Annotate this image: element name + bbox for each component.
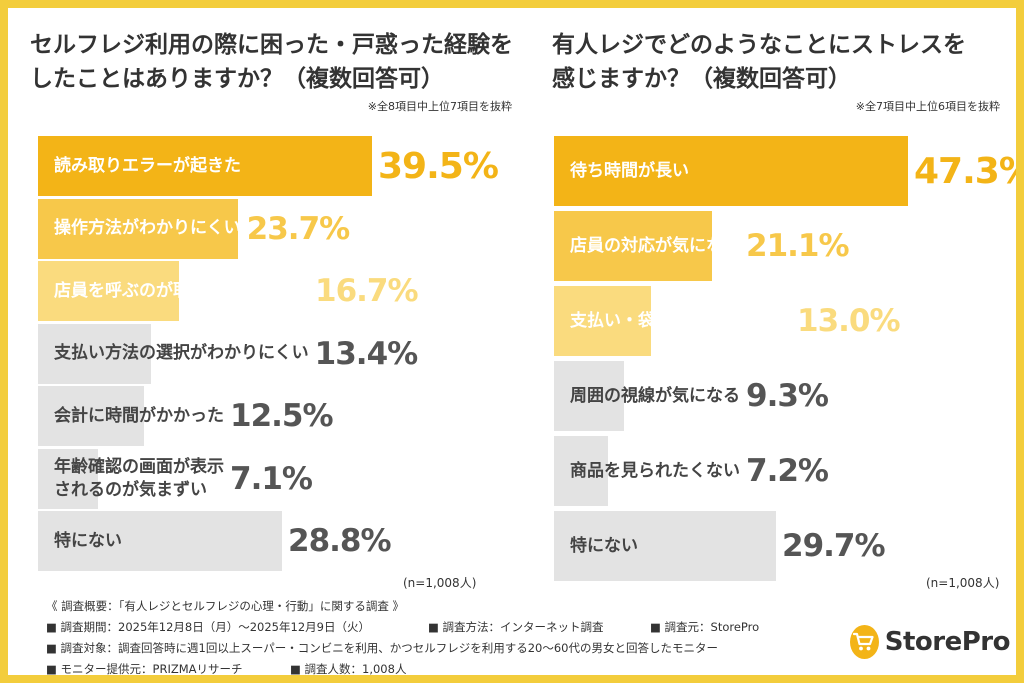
bar-label-line: 読み取りエラーが起きた [54,155,241,176]
bar-label-text-2: 店員の対応が気になる [570,235,740,258]
bar-1 [554,136,908,206]
bar-value-3: 16.7% [315,273,419,309]
bar-3 [38,261,179,321]
bar-label-text-1: 待ち時間が長い [570,160,689,183]
bar-value-2: 23.7% [246,210,351,247]
bar-4 [38,323,151,384]
bar-label-6: 年齢確認の画面が表示 されるのが気まずい [54,449,224,509]
bar-value-1: 39.5% [378,145,499,187]
bar-3 [554,286,651,356]
bar-label-text-4: 支払い方法の選択がわかりにくい [54,342,309,365]
bar-5 [554,436,608,506]
bar-label-2: 操作方法がわかりにくい [54,199,241,259]
bar-label-4: 支払い方法の選択がわかりにくい [54,324,309,384]
bar-value-5: 12.5% [230,398,334,434]
bar-2 [554,211,712,281]
left-title-line-2: したことはありますか？（複数回答可） [30,66,444,92]
left-question-title: セルフレジ利用の際に困った・戸惑った経験を したことはありますか？（複数回答可） [30,28,513,96]
survey-period: ■ 調査期間：2025年12月8日（月）～2025年12月9日（火） [46,620,370,634]
bar-label-text-3: 支払い・袋詰めを急かされる [570,310,791,333]
bar-label-line: 年齢確認の画面が表示 [54,456,224,477]
bar-6 [38,448,98,509]
bar-label-text-5: 会計に時間がかかった [54,405,224,428]
shopping-cart-icon [850,625,879,659]
right-note: ※全7項目中上位6項目を抜粋 [855,100,1000,113]
right-bar-chart: 待ち時間が長い 47.3% 店員の対応が気になる 21.1% 支払い・袋詰めを急かされる… [528,8,1016,608]
left-bar-chart: 読み取りエラーが起きた 39.5% 操作方法がわかりにくい 23.7% 店員を呼ぶのが恥… [8,8,528,608]
bar-value-4: 13.4% [314,335,419,372]
bar-label-text-6: 特にない [570,535,638,558]
bar-label-2: 店員の対応が気になる [570,211,740,281]
bar-label-line: されるのが気まずい [54,479,207,500]
bar-label-text-2: 操作方法がわかりにくい [54,217,241,240]
bar-label-6: 特にない [570,511,638,581]
right-sample-size: (n=1,008人) [926,576,1000,590]
bar-label-line: 特にない [570,535,638,556]
bar-label-line: 支払い方法の選択がわかりにくい [54,343,309,363]
bar-label-line: 会計に時間がかかった [54,405,224,426]
survey-method: ■ 調査方法：インターネット調査 [428,620,604,634]
bar-label-line: 商品を見られたくない [570,460,740,481]
bar-value-2: 21.1% [746,228,850,264]
logo-text: StorePro [884,627,1011,657]
right-question-title: 有人レジでどのようなことにストレスを 感じますか？（複数回答可） [552,28,966,96]
bar-label-line: 周囲の視線が気になる [570,385,740,406]
bar-label-line: 店員の対応が気になる [570,235,740,256]
bar-label-text-7: 特にない [54,530,122,553]
bar-value-3: 13.0% [797,303,901,339]
bar-value-6: 29.7% [782,528,886,564]
bar-value-1: 47.3% [914,150,1016,192]
bar-label-3: 店員を呼ぶのが恥ずかしい・面倒 [54,261,309,321]
bar-5 [38,386,144,446]
left-sample-size: (n=1,008人) [403,576,477,590]
bar-label-1: 読み取りエラーが起きた [54,136,241,196]
bar-value-4: 9.3% [746,378,829,414]
storepro-logo: StorePro [850,622,1011,662]
bar-6 [554,511,776,581]
survey-count: ■ 調査人数：1,008人 [290,662,407,675]
bar-7 [38,511,282,571]
bar-label-3: 支払い・袋詰めを急かされる [570,286,791,356]
right-title-line-2: 感じますか？（複数回答可） [552,66,851,92]
survey-source: ■ 調査元：StorePro [650,620,760,634]
bar-label-text-6: 年齢確認の画面が表示 されるのが気まずい [54,456,224,502]
infographic: セルフレジ利用の際に困った・戸惑った経験を したことはありますか？（複数回答可）… [8,8,1016,675]
bar-4 [554,361,624,431]
bar-label-1: 待ち時間が長い [570,136,689,206]
survey-target: ■ 調査対象：調査回答時に週1回以上スーパー・コンビニを利用、かつセルフレジを利… [46,641,718,655]
bar-label-line: 支払い・袋詰めを急かされる [570,310,791,331]
bar-value-6: 7.1% [230,460,313,497]
bar-value-7: 28.8% [288,523,392,559]
bar-label-5: 商品を見られたくない [570,436,740,506]
left-title-line-1: セルフレジ利用の際に困った・戸惑った経験を [30,32,513,58]
bar-label-4: 周囲の視線が気になる [570,361,740,431]
bar-label-text-3: 店員を呼ぶのが恥ずかしい・面倒 [54,280,309,303]
bar-1 [38,136,372,196]
bar-label-7: 特にない [54,511,122,571]
survey-heading: 《 調査概要：「有人レジとセルフレジの心理・行動」に関する調査 》 [46,599,405,613]
bar-2 [38,198,238,259]
bar-label-text-4: 周囲の視線が気になる [570,385,740,408]
right-title-line-1: 有人レジでどのようなことにストレスを [552,32,966,58]
bar-label-5: 会計に時間がかかった [54,386,224,446]
bar-label-text-1: 読み取りエラーが起きた [54,155,241,178]
bar-label-line: 特にない [54,530,122,551]
bar-label-line: 店員を呼ぶのが恥ずかしい・面倒 [54,280,309,301]
bar-label-text-5: 商品を見られたくない [570,460,740,483]
bar-label-line: 操作方法がわかりにくい [54,218,241,238]
survey-provider: ■ モニター提供元：PRIZMAリサーチ [46,662,243,675]
left-note: ※全8項目中上位7項目を抜粋 [367,100,512,113]
bar-label-line: 待ち時間が長い [570,160,689,181]
bar-value-5: 7.2% [746,453,829,489]
